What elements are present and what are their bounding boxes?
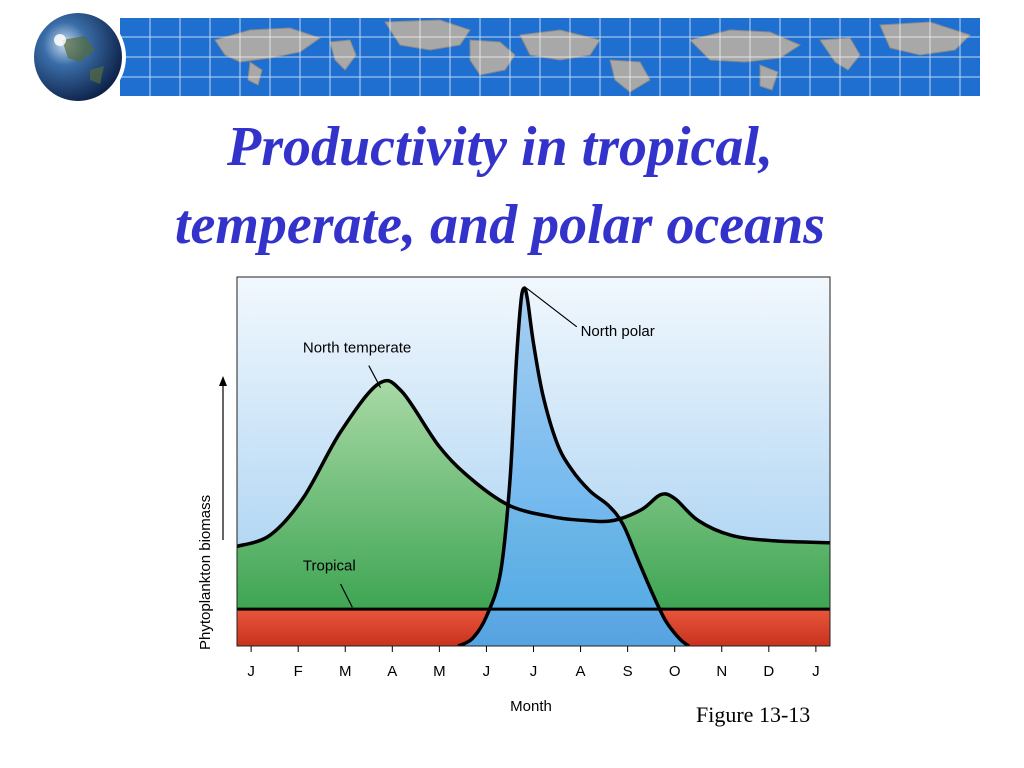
slide-title: Productivity in tropical, temperate, and…: [0, 108, 1000, 264]
productivity-chart: J F M A M J J A S O N D J North polar North temperate…: [197, 276, 831, 715]
map-gridlines: [120, 18, 980, 96]
globe-highlight: [54, 34, 66, 46]
tropical-label: Tropical: [303, 557, 356, 574]
x-tick-label: F: [294, 663, 303, 680]
north-polar-label: North polar: [581, 323, 655, 340]
x-tick-label: J: [530, 663, 538, 680]
globe-continents: [62, 36, 104, 84]
header-banner: [30, 9, 980, 105]
x-tick-label: A: [576, 663, 586, 680]
x-tick-label: D: [763, 663, 774, 680]
north-temperate-line: [237, 378, 830, 549]
slide-title-line-2: temperate, and polar oceans: [174, 194, 826, 256]
north-polar-leader-line: [526, 287, 578, 328]
y-axis-label: Phytoplankton biomass: [197, 495, 214, 650]
north-polar-line: [457, 286, 690, 646]
north-temperate-leader-line: [368, 365, 382, 388]
x-tick-label: A: [387, 663, 397, 680]
y-axis-arrow-head: [219, 376, 227, 386]
x-tick-label: J: [812, 663, 820, 680]
x-tick-label: J: [247, 663, 255, 680]
x-tick-label: M: [433, 663, 446, 680]
x-axis-label: Month: [510, 698, 552, 715]
x-tick-label: M: [339, 663, 352, 680]
figure-caption: Figure 13-13: [696, 702, 811, 727]
x-tick-label: O: [669, 663, 681, 680]
slide-title-line-1: Productivity in tropical,: [227, 116, 773, 178]
north-temperate-area: [237, 380, 830, 610]
north-temperate-label: North temperate: [303, 340, 411, 357]
tropical-leader-line: [340, 583, 353, 608]
x-tick-label: N: [716, 663, 727, 680]
x-tick-label: S: [623, 663, 633, 680]
x-tick-label: J: [483, 663, 491, 680]
